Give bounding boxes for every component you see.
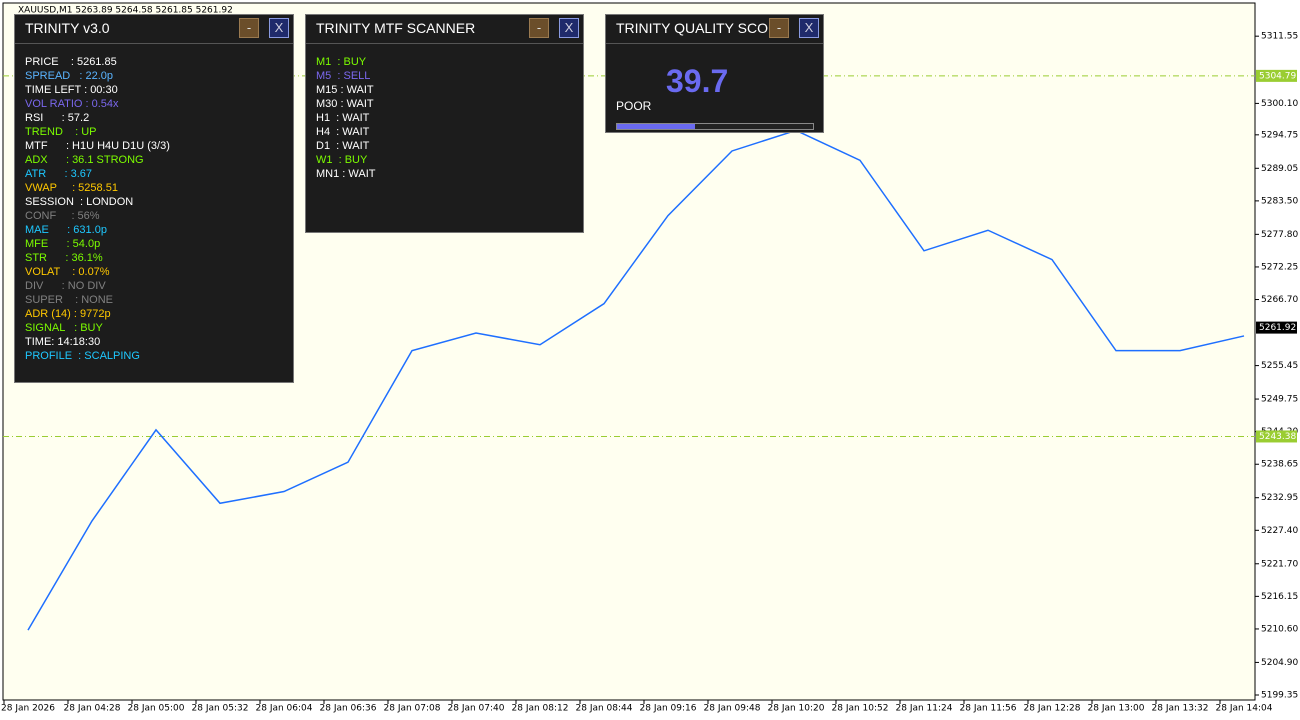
panel: TRINITY v3.0 - X PRICE : 5261.85 SPREAD : 22… (14, 14, 294, 383)
y-tick-label: 5227.40 (1261, 526, 1298, 536)
y-tick-label: 5266.70 (1261, 295, 1298, 305)
y-tick-label: 5311.55 (1261, 32, 1298, 42)
x-tick-label: 28 Jan 11:56 (960, 704, 1017, 714)
window-title: XAUUSD,M1 5263.89 5264.58 5261.85 5261.9… (18, 6, 233, 16)
y-tick-label: 5216.15 (1261, 592, 1298, 602)
title-bar (606, 15, 823, 44)
panel-row: ATR : 3.67 (25, 168, 93, 180)
x-tick-label: 28 Jan 11:24 (896, 704, 953, 714)
panel-row: PROFILE : SCALPING (25, 350, 140, 362)
y-tick-label: 5221.70 (1261, 559, 1298, 569)
x-tick-label: 28 Jan 04:28 (64, 704, 121, 714)
panel-row: H1 : WAIT (316, 112, 370, 124)
level-box (1256, 69, 1297, 82)
panel-row: VOL RATIO : 0.54x (25, 98, 119, 110)
panel: TRINITY MTF SCANNER - X M1 : BUY M5 : SELL M1… (305, 14, 584, 233)
x-tick-label: 28 Jan 06:04 (256, 704, 313, 714)
x-tick-label: 28 Jan 07:40 (448, 704, 505, 714)
panel-title: TRINITY QUALITY SCORE (616, 20, 788, 36)
level-label: 5304.79 (1259, 71, 1296, 81)
panel-row: STR : 36.1% (25, 252, 103, 264)
x-tick-label: 28 Jan 07:08 (384, 704, 441, 714)
close-button[interactable]: X (799, 18, 819, 38)
minimize-button[interactable]: - (529, 18, 549, 38)
panel-title: TRINITY MTF SCANNER (316, 20, 476, 36)
score: 39.7 (666, 63, 729, 99)
panel-row: TIME LEFT : 00:30 (25, 84, 118, 96)
x-tick-label: 28 Jan 10:52 (832, 704, 889, 714)
panel-row: CONF : 56% (25, 210, 100, 222)
panel-row: MTF : H1U H4U D1U (3/3) (25, 140, 170, 152)
minimize-button[interactable]: - (239, 18, 259, 38)
score-bar (617, 124, 695, 129)
title-bar (306, 15, 583, 44)
x-tick-label: 28 Jan 13:32 (1152, 704, 1209, 714)
x-tick-label: 28 Jan 2026 (1, 704, 55, 714)
x-tick-label: 28 Jan 09:48 (704, 704, 761, 714)
panel-row: M30 : WAIT (316, 98, 374, 110)
level-label: 5243.38 (1259, 432, 1296, 442)
panel-row: SUPER : NONE (25, 294, 114, 306)
panel-row: TIME: 14:18:30 (25, 336, 101, 348)
x-tick-label: 28 Jan 05:00 (128, 704, 185, 714)
panel-row: PRICE : 5261.85 (25, 56, 117, 68)
x-tick-label: 28 Jan 06:36 (320, 704, 377, 714)
current-price: 5261.92 (1259, 323, 1296, 333)
panel-row: VWAP : 5258.51 (25, 182, 118, 194)
panel-row: TREND : UP (25, 126, 97, 138)
level-box (1256, 430, 1297, 443)
panel-row: VOLAT : 0.07% (25, 266, 110, 278)
panel-row: D1 : WAIT (316, 140, 370, 152)
panel-row: H4 : WAIT (316, 126, 370, 138)
panel-row: RSI : 57.2 (25, 112, 90, 124)
panel-row: MN1 : WAIT (316, 168, 376, 180)
y-tick-label: 5199.35 (1261, 691, 1298, 701)
panel-row: ADR (14) : 9772p (25, 308, 111, 320)
minimize-button[interactable]: - (769, 18, 789, 38)
y-tick-label: 5277.80 (1261, 230, 1298, 240)
panel-row: ADX : 36.1 STRONG (25, 154, 144, 166)
price-line (27, 129, 1245, 631)
panel-row: MFE : 54.0p (25, 238, 101, 250)
panel-row: M5 : SELL (316, 70, 371, 82)
panel-row: M1 : BUY (316, 56, 367, 68)
x-tick-label: 28 Jan 09:16 (640, 704, 697, 714)
close-button[interactable]: X (559, 18, 579, 38)
y-tick-label: 5289.05 (1261, 164, 1298, 174)
x-tick-label: 28 Jan 08:44 (576, 704, 633, 714)
close-button[interactable]: X (269, 18, 289, 38)
price-box (1256, 321, 1297, 334)
score-track (616, 123, 814, 130)
grade: POOR (616, 99, 652, 113)
y-tick-label: 5210.60 (1261, 624, 1298, 634)
panel-row: W1 : BUY (316, 154, 368, 166)
panel-row: MAE : 631.0p (25, 224, 107, 236)
x-tick-label: 28 Jan 14:04 (1216, 704, 1273, 714)
panel-row: SPREAD : 22.0p (25, 70, 114, 82)
x-tick-label: 28 Jan 10:20 (768, 704, 825, 714)
y-tick-label: 5232.95 (1261, 493, 1298, 503)
y-tick-label: 5294.75 (1261, 130, 1298, 140)
y-tick-label: 5272.25 (1261, 262, 1298, 272)
x-tick-label: 28 Jan 13:00 (1088, 704, 1145, 714)
y-tick-label: 5249.75 (1261, 395, 1298, 405)
y-tick-label: 5283.50 (1261, 196, 1298, 206)
y-tick-label: 5238.65 (1261, 460, 1298, 470)
y-tick-label: 5255.45 (1261, 361, 1298, 371)
x-tick-label: 28 Jan 12:28 (1024, 704, 1081, 714)
y-tick-label: 5300.10 (1261, 99, 1298, 109)
title-bar (15, 15, 293, 44)
panel-row: SESSION : LONDON (25, 196, 134, 208)
panel: TRINITY QUALITY SCORE - X 39.7 POOR (605, 14, 824, 133)
y-tick-label: 5204.90 (1261, 658, 1298, 668)
panel-row: SIGNAL : BUY (25, 322, 103, 334)
panel-row: M15 : WAIT (316, 84, 374, 96)
panel-title: TRINITY v3.0 (25, 20, 110, 36)
x-tick-label: 28 Jan 08:12 (512, 704, 569, 714)
panel-row: DIV : NO DIV (25, 280, 106, 292)
x-tick-label: 28 Jan 05:32 (192, 704, 249, 714)
